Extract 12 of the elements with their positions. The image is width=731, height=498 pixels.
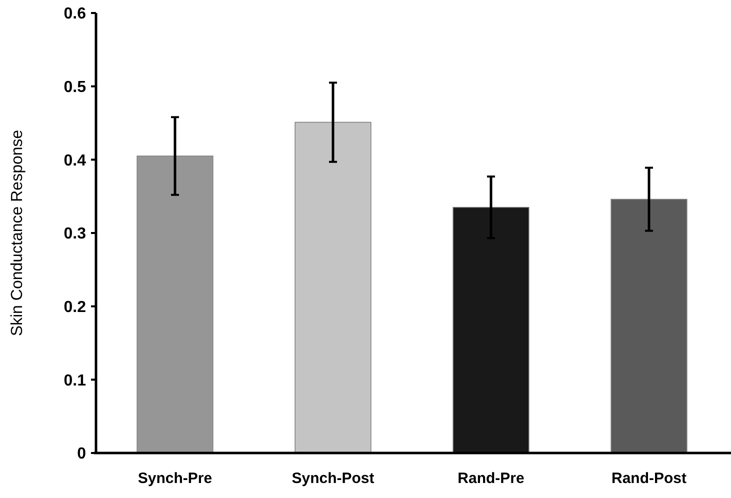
y-tick-label: 0.4 bbox=[64, 152, 86, 170]
x-tick-label: Synch-Pre bbox=[138, 470, 212, 487]
y-tick-label: 0.6 bbox=[64, 6, 86, 23]
y-tick-label: 0.1 bbox=[64, 372, 86, 390]
x-tick-label: Rand-Pre bbox=[458, 470, 524, 487]
y-tick-label: 0.3 bbox=[64, 226, 86, 243]
y-axis-title: Skin Conductance Response bbox=[9, 130, 26, 336]
y-tick-label: 0.2 bbox=[64, 298, 86, 316]
y-tick-label: 0.5 bbox=[64, 78, 86, 96]
x-tick-label: Synch-Post bbox=[292, 470, 374, 487]
x-tick-label: Rand-Post bbox=[612, 470, 687, 487]
y-tick-label: 0 bbox=[77, 446, 86, 463]
